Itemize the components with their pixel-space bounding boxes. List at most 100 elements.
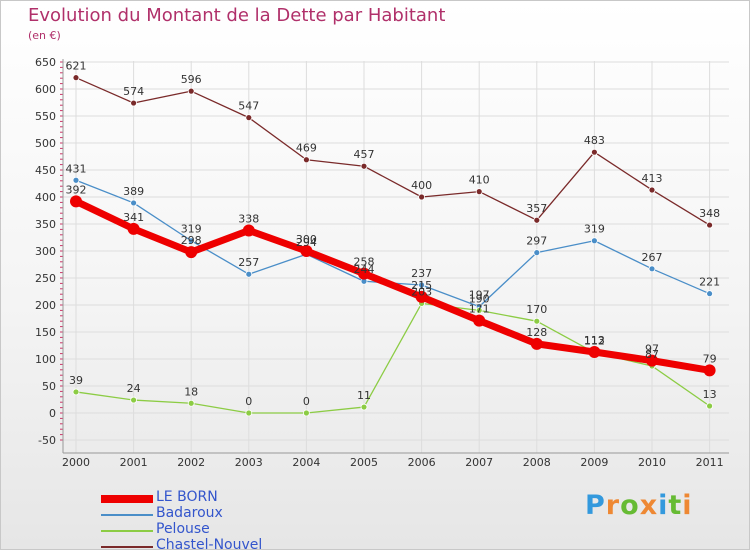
x-tick-label: 2005 <box>350 456 378 469</box>
data-point-chastel-nouvel <box>533 216 541 224</box>
data-point-badaroux <box>245 270 253 278</box>
series-line-le-born <box>72 197 714 374</box>
data-label-chastel-nouvel: 410 <box>469 174 490 187</box>
data-label-le-born: 338 <box>238 212 259 225</box>
data-label-chastel-nouvel: 457 <box>354 148 375 161</box>
y-tick-label: 300 <box>35 245 56 258</box>
data-label-chastel-nouvel: 574 <box>123 85 144 98</box>
logo-letter: i <box>658 490 669 521</box>
data-label-badaroux: 257 <box>238 256 259 269</box>
data-label-badaroux: 221 <box>699 276 720 289</box>
legend-swatch-pelouse <box>101 530 153 532</box>
x-tick-label: 2008 <box>523 456 551 469</box>
data-label-le-born: 113 <box>584 334 605 347</box>
data-point-chastel-nouvel <box>187 87 195 95</box>
data-label-pelouse: 190 <box>469 292 490 305</box>
data-label-le-born: 298 <box>181 234 202 247</box>
legend-label: LE BORN <box>156 489 218 505</box>
data-point-pelouse <box>302 409 310 417</box>
data-label-pelouse: 203 <box>411 285 432 298</box>
data-point-chastel-nouvel <box>245 114 253 122</box>
data-label-badaroux: 319 <box>181 223 202 236</box>
data-point-le-born <box>415 290 428 303</box>
data-point-le-born <box>127 222 140 235</box>
logo-letter: o <box>620 490 640 521</box>
x-tick-label: 2006 <box>408 456 436 469</box>
y-tick-label: 200 <box>35 299 56 312</box>
axes: -50 0 50 100 150 200 250 300 350 400 450 500 550 600 6… <box>35 56 729 469</box>
data-label-badaroux: 197 <box>469 289 490 302</box>
data-point-chastel-nouvel <box>302 156 310 164</box>
data-point-badaroux <box>706 290 713 298</box>
data-point-chastel-nouvel <box>648 186 656 194</box>
data-label-le-born: 215 <box>411 279 432 292</box>
logo-letter: i <box>682 490 693 521</box>
y-tick-label: 50 <box>42 380 56 393</box>
y-tick-label: 0 <box>49 407 56 420</box>
data-label-badaroux: 431 <box>66 162 87 175</box>
data-label-le-born: 300 <box>296 233 317 246</box>
x-tick-label: 2000 <box>62 456 90 469</box>
data-label-chastel-nouvel: 357 <box>526 202 547 215</box>
data-point-pelouse <box>360 403 368 411</box>
x-tick-label: 2003 <box>235 456 263 469</box>
y-tick-label: 350 <box>35 218 56 231</box>
logo-letter: t <box>668 490 683 521</box>
data-label-chastel-nouvel: 413 <box>642 172 663 185</box>
data-point-pelouse <box>130 396 138 404</box>
data-label-le-born: 171 <box>469 303 490 316</box>
data-point-badaroux <box>187 237 195 245</box>
data-label-chastel-nouvel: 469 <box>296 142 317 155</box>
y-tick-label: 500 <box>35 137 56 150</box>
x-tick-label: 2009 <box>580 456 608 469</box>
data-point-pelouse <box>706 402 713 410</box>
data-point-le-born <box>530 337 543 350</box>
y-tick-label: 450 <box>35 164 56 177</box>
legend-swatch-le-born <box>101 495 153 503</box>
data-label-badaroux: 244 <box>354 263 375 276</box>
y-tick-label: 400 <box>35 191 56 204</box>
data-point-badaroux <box>591 237 598 245</box>
x-tick-label: 2010 <box>638 456 666 469</box>
x-tick-label: 2004 <box>292 456 320 469</box>
line-chart: -50 0 50 100 150 200 250 300 350 400 450 500 550 600 6… <box>35 56 729 469</box>
data-label-chastel-nouvel: 483 <box>584 134 605 147</box>
legend-swatch-badaroux <box>101 514 153 516</box>
data-label-pelouse: 39 <box>69 374 83 387</box>
series-line-chastel-nouvel <box>75 77 711 226</box>
data-label-pelouse: 170 <box>526 303 547 316</box>
data-point-pelouse <box>533 317 541 325</box>
proxiti-logo: Proxiti <box>585 490 693 521</box>
data-label-le-born: 392 <box>66 183 87 196</box>
data-label-le-born: 258 <box>354 256 375 269</box>
y-tick-label: 550 <box>35 110 56 123</box>
data-label-badaroux: 389 <box>123 185 144 198</box>
data-point-pelouse <box>245 409 253 417</box>
data-point-chastel-nouvel <box>130 99 138 107</box>
data-point-le-born <box>358 267 370 280</box>
data-point-chastel-nouvel <box>475 188 483 196</box>
data-point-badaroux <box>418 281 426 289</box>
legend-label: Pelouse <box>156 521 210 537</box>
logo-letter: x <box>639 490 659 521</box>
data-label-le-born: 341 <box>123 211 144 224</box>
data-point-chastel-nouvel <box>591 148 598 156</box>
data-label-pelouse: 11 <box>357 389 371 402</box>
data-label-pelouse: 18 <box>184 385 198 398</box>
data-label-badaroux: 297 <box>526 235 547 248</box>
data-point-pelouse <box>475 306 483 314</box>
data-label-le-born: 97 <box>645 343 659 356</box>
data-point-pelouse <box>187 399 195 407</box>
y-tick-label: -50 <box>38 434 56 447</box>
data-point-le-born <box>646 354 658 367</box>
data-point-le-born <box>473 314 486 327</box>
data-label-pelouse: 0 <box>245 395 252 408</box>
data-label-badaroux: 294 <box>296 236 317 249</box>
data-label-le-born: 79 <box>703 352 717 365</box>
data-label-pelouse: 112 <box>584 335 605 348</box>
series-lines <box>70 74 716 417</box>
data-point-le-born <box>588 345 601 358</box>
x-tick-label: 2011 <box>696 456 724 469</box>
data-point-chastel-nouvel <box>418 193 426 201</box>
